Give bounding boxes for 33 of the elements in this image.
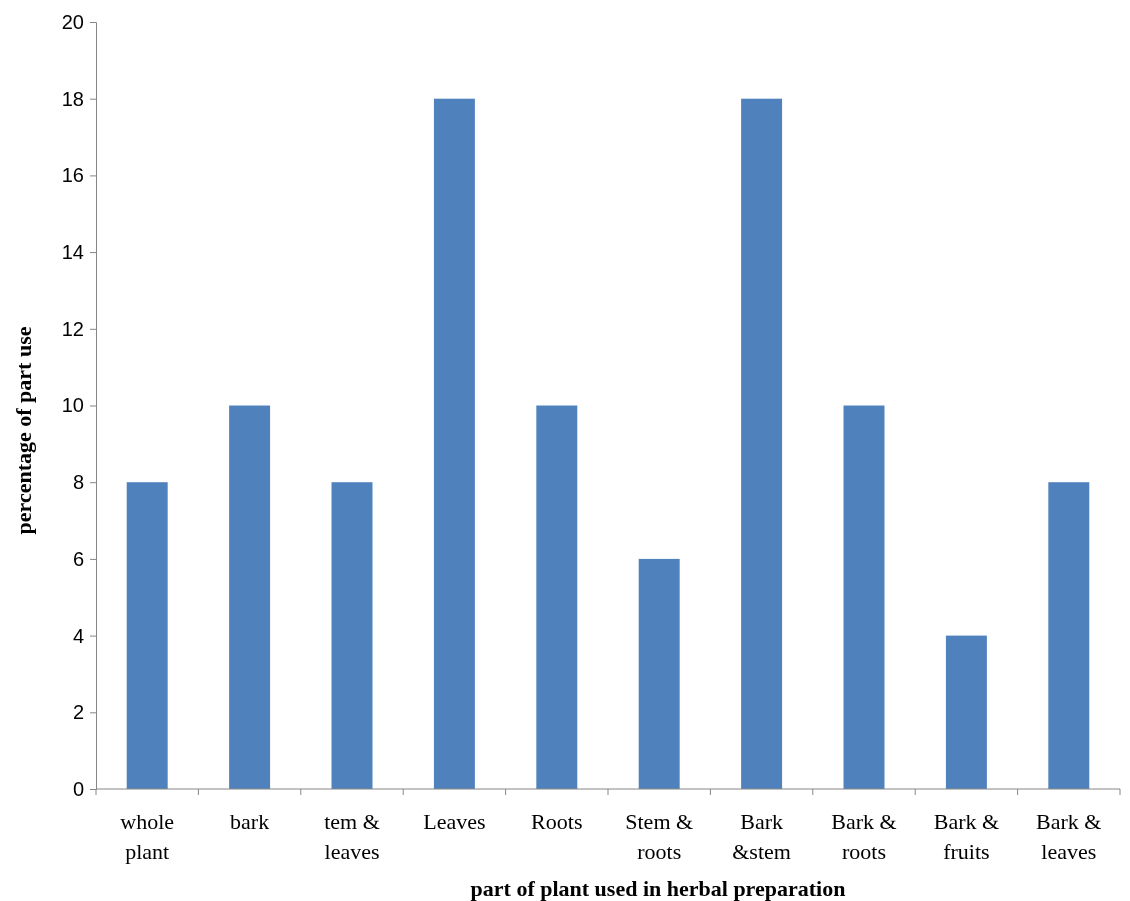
x-tick-label: Roots (531, 809, 583, 834)
bar (741, 98, 783, 789)
y-tick-label: 0 (72, 777, 84, 800)
bar (433, 98, 475, 789)
y-tick-label: 12 (61, 317, 84, 340)
y-tick-label: 8 (72, 471, 84, 494)
bar (229, 405, 271, 789)
x-tick-label: Leaves (423, 809, 486, 834)
x-tick-label: Bark & leaves (1036, 809, 1102, 864)
bar (843, 405, 885, 789)
x-tick-label: Stem & roots (625, 809, 694, 864)
bar (945, 635, 987, 789)
y-tick-label: 16 (61, 164, 84, 187)
bar (536, 405, 578, 789)
y-tick-label: 4 (72, 624, 84, 647)
y-tick-label: 18 (61, 87, 84, 110)
y-tick-label: 10 (61, 394, 84, 417)
y-tick-label: 20 (61, 10, 84, 33)
x-tick-label: bark (230, 809, 270, 834)
y-axis-title: percentage of part use (11, 326, 36, 535)
bar (638, 558, 680, 789)
bar (331, 482, 373, 789)
y-tick-label: 6 (72, 547, 84, 570)
bar (1048, 482, 1090, 789)
y-tick-label: 2 (72, 701, 84, 724)
x-tick-label: Bark & fruits (933, 809, 1000, 864)
x-tick-label: tem & leaves (324, 809, 380, 864)
x-axis-title: part of plant used in herbal preparation (470, 876, 846, 901)
y-tick-label: 14 (61, 241, 84, 263)
x-tick-label: Bark & roots (831, 809, 897, 864)
x-tick-label: whole plant (120, 809, 175, 864)
x-tick-label: Bark &stem (732, 809, 791, 864)
bar (126, 482, 168, 789)
